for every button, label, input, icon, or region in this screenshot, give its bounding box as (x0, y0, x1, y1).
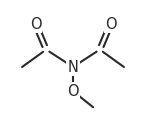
Text: O: O (67, 84, 79, 99)
Text: O: O (30, 17, 41, 32)
Text: N: N (68, 59, 78, 75)
Text: O: O (105, 17, 116, 32)
